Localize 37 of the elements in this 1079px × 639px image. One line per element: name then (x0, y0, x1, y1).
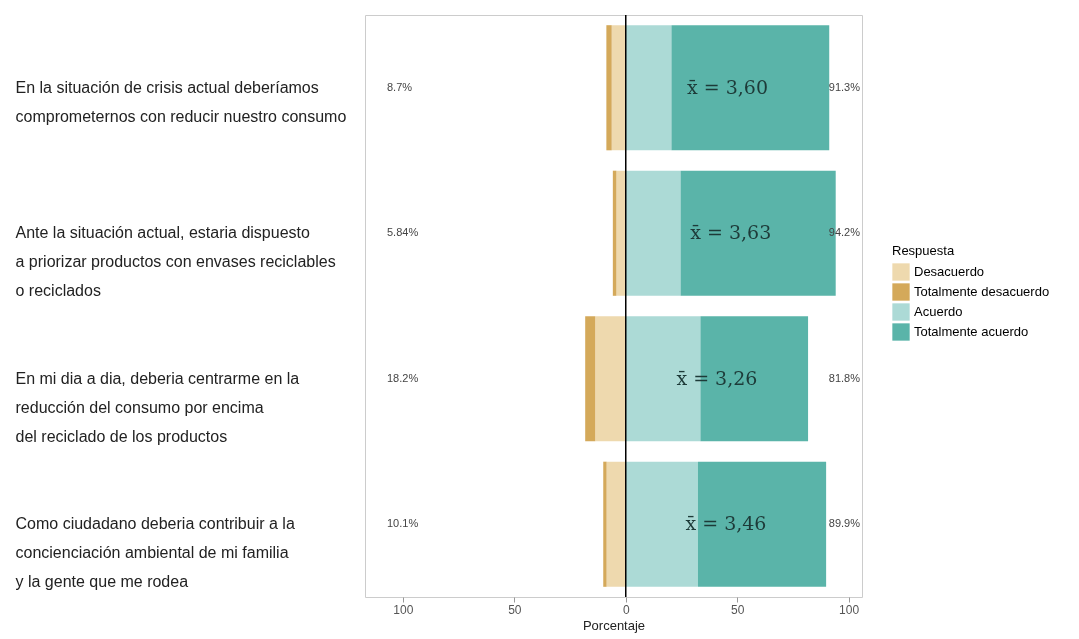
annotation: x̄ = 3,46 (685, 512, 767, 535)
bar (585, 316, 596, 442)
x-axis-title: Porcentaje (582, 617, 646, 633)
annotation: 18.2% (387, 371, 419, 384)
legend-title: Respuesta (892, 243, 955, 258)
bar (606, 25, 612, 151)
legend-label: Acuerdo (914, 304, 963, 319)
annotation: 89.9% (828, 517, 861, 530)
x-tick-label: 100 (393, 602, 414, 617)
y-tick-label: Como ciudadano deberia contribuir a la concienciación ambiental de mi familia y la gente que me rodea (15, 515, 295, 591)
bar (603, 461, 607, 587)
bar (625, 170, 681, 296)
x-tick-label: 50 (731, 602, 745, 617)
y-tick-label: Ante la situación actual, estaria dispuesto a priorizar productos con envases reciclables o reciclados (15, 224, 336, 300)
legend-label: Totalmente desacuerdo (914, 284, 1050, 299)
bar (625, 461, 698, 587)
legend-label: Totalmente acuerdo (914, 324, 1029, 339)
bar (595, 316, 626, 442)
bar (616, 170, 626, 296)
annotation: 91.3% (828, 80, 861, 93)
x-tick-label: 50 (508, 602, 522, 617)
annotation: x̄ = 3,60 (686, 75, 769, 98)
annotation: 81.8% (828, 371, 861, 384)
y-tick-label: En la situación de crisis actual deberíamos comprometernos con reducir nuestro consumo (15, 78, 347, 125)
annotation: 5.84% (387, 226, 419, 239)
bar (606, 461, 626, 587)
bar (625, 25, 672, 151)
bar (697, 461, 827, 587)
annotation: x̄ = 3,63 (690, 221, 772, 244)
bar (671, 25, 830, 151)
annotation: 8.7% (387, 80, 413, 93)
x-tick-label: 0 (622, 602, 630, 617)
x-tick-label: 100 (839, 602, 860, 617)
y-tick-label: En mi dia a dia, deberia centrarme en la reducción del consumo por encima del reciclado de los productos (15, 369, 300, 445)
annotation: 10.1% (387, 517, 419, 530)
legend-label: Desacuerdo (914, 264, 985, 279)
bar (611, 25, 626, 151)
